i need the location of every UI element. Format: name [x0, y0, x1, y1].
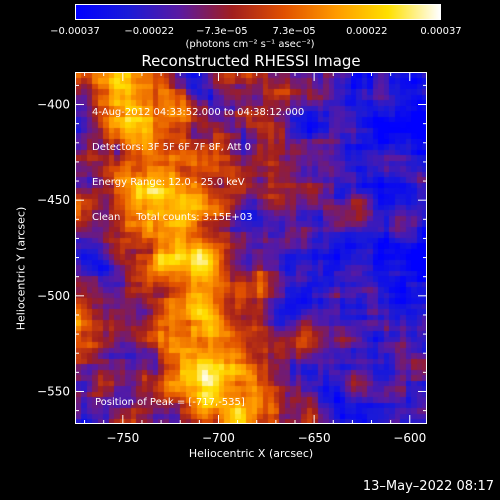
annotation-line: Energy Range: 12.0 - 25.0 keV [92, 176, 245, 188]
colorbar-tick-label: −0.00022 [124, 26, 175, 37]
colorbar-tick-label: −7.3e−05 [196, 26, 248, 37]
y-tick-label: −400 [37, 98, 70, 112]
annotation-line: Clean Total counts: 3.15E+03 [92, 211, 253, 223]
x-tick-label: −600 [393, 431, 426, 445]
y-tick-label: −550 [37, 384, 70, 398]
y-axis-label: Heliocentric Y (arcsec) [14, 206, 28, 331]
annotation-line: Detectors: 3F 5F 6F 7F 8F, Att 0 [92, 141, 252, 153]
colorbar-tick-label: 0.00037 [420, 26, 462, 37]
colorbar-tick-label: 0.00022 [346, 26, 388, 37]
y-tick-label: −500 [37, 289, 70, 303]
annotation-line: 4-Aug-2012 04:33:52.000 to 04:38:12.000 [92, 107, 305, 119]
x-tick-label: −750 [106, 431, 139, 445]
x-axis-label: Heliocentric X (arcsec) [188, 447, 314, 460]
heatmap-image [76, 73, 426, 423]
colorbar-tick-label: −0.00037 [50, 26, 100, 37]
chart-title: Reconstructed RHESSI Image [141, 52, 361, 70]
y-tick-label: −450 [37, 193, 70, 207]
x-tick-label: −650 [298, 431, 331, 445]
colorbar [75, 4, 441, 20]
colorbar-tick-label: 7.3e−05 [272, 26, 316, 37]
colorbar-ticks: −0.00037 −0.00022 −7.3e−05 7.3e−05 0.00022 0.… [0, 20, 500, 60]
peak-position-label: Position of Peak = [-717,-535] [95, 397, 245, 408]
x-tick-label: −700 [202, 431, 235, 445]
colorbar-unit-label: (photons cm⁻² s⁻¹ asec⁻²) [185, 39, 315, 50]
timestamp: 13–May–2022 08:17 [362, 479, 494, 494]
observation-annotation: 4-Aug-2012 04:33:52.000 to 04:38:12.000 … [92, 84, 304, 235]
plot-area [75, 72, 427, 424]
